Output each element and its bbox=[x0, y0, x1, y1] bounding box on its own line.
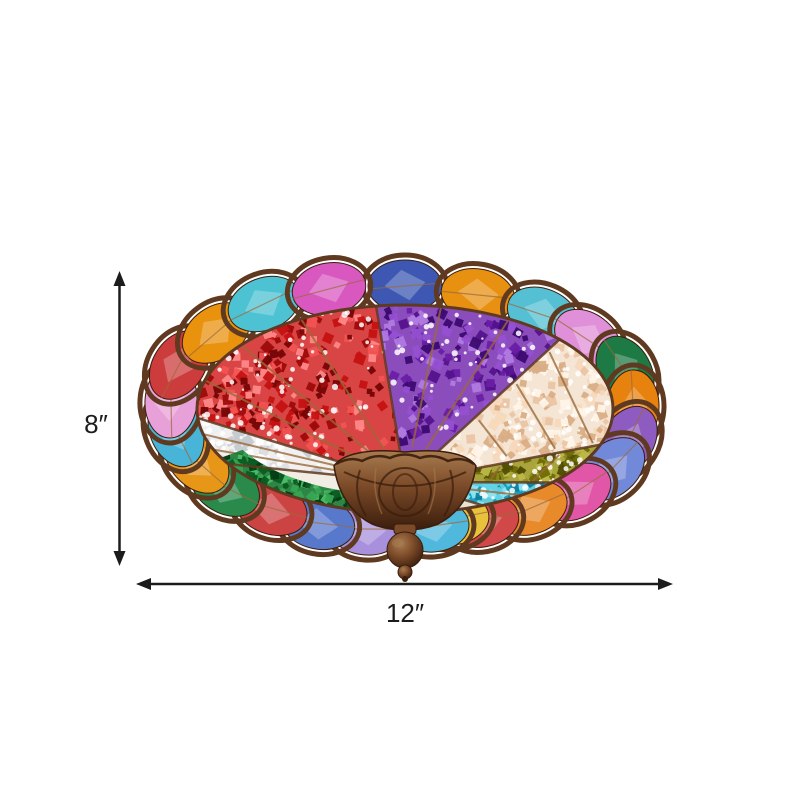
bronze-wire bbox=[204, 379, 366, 463]
finial-ball bbox=[386, 531, 424, 569]
bronze-canopy-finial bbox=[333, 450, 477, 582]
finial-tip bbox=[402, 576, 408, 582]
bronze-wire bbox=[489, 466, 501, 481]
width-dimension-label: 12″ bbox=[386, 598, 424, 628]
canopy-bowl bbox=[333, 450, 477, 531]
crystal-disc-magenta2 bbox=[284, 255, 374, 323]
bronze-wire bbox=[202, 433, 355, 471]
bronze-wire bbox=[548, 351, 594, 444]
gem-facet-highlight bbox=[308, 273, 349, 303]
gem-wire bbox=[292, 278, 366, 300]
arrow-up-icon bbox=[113, 271, 126, 286]
gem-wire bbox=[367, 282, 443, 290]
arrow-down-icon bbox=[113, 551, 126, 566]
canopy-scallop-edge bbox=[335, 453, 475, 466]
mosaic-wedge-purple bbox=[376, 304, 560, 482]
gem-facet-highlight bbox=[345, 514, 387, 546]
ceiling-light bbox=[137, 252, 667, 582]
gem-facet-highlight bbox=[297, 508, 338, 540]
gem-facet-highlight bbox=[250, 493, 291, 525]
height-dimension: 8″ bbox=[84, 271, 126, 566]
bronze-wire bbox=[531, 454, 561, 483]
gem-facet-highlight bbox=[384, 269, 426, 301]
gem-facet-highlight bbox=[457, 278, 499, 310]
bronze-wire bbox=[424, 318, 510, 450]
arrow-right-icon bbox=[658, 578, 673, 590]
height-dimension-label: 8″ bbox=[84, 409, 108, 439]
finial-ball-highlight bbox=[392, 538, 404, 548]
gem-facet-highlight bbox=[199, 317, 231, 345]
crystal-mosaic-dome bbox=[195, 303, 615, 515]
bronze-wire bbox=[300, 318, 386, 450]
bronze-wire bbox=[515, 383, 556, 450]
gem-facet-highlight bbox=[524, 298, 564, 330]
arrow-left-icon bbox=[136, 578, 151, 590]
mosaic-wedge-red bbox=[197, 306, 405, 482]
bronze-wire bbox=[478, 419, 508, 457]
width-dimension: 12″ bbox=[136, 578, 673, 628]
bronze-wire bbox=[240, 344, 373, 456]
bronze-wire bbox=[411, 306, 443, 448]
